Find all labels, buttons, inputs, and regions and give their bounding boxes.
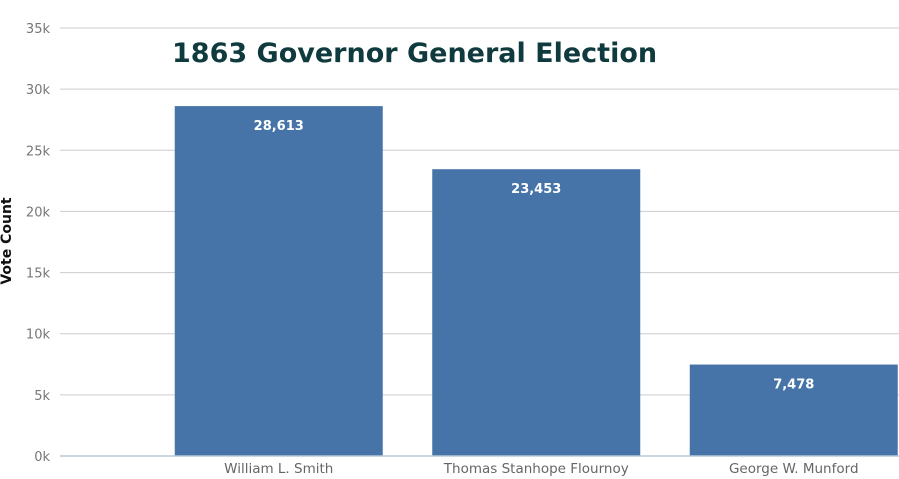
y-tick-label: 5k [34,389,50,404]
y-axis-ticks: 0k 5k 10k 15k 20k 25k 30k 35k [26,22,51,465]
y-axis-label: Vote Count [0,197,15,285]
x-tick-label: Thomas Stanhope Flournoy [443,461,629,477]
y-tick-label: 20k [26,205,51,220]
y-tick-label: 35k [26,22,51,37]
y-tick-label: 25k [26,144,51,159]
bar [432,169,641,456]
bar [174,106,383,457]
bar [689,364,898,456]
x-tick-label: George W. Munford [729,461,859,477]
data-labels: 28,613 23,453 7,478 [254,119,815,392]
bars [174,106,898,457]
bar-value-label: 23,453 [511,182,561,197]
bar-value-label: 7,478 [773,378,814,393]
bar-value-label: 28,613 [254,119,304,134]
chart-title: 1863 Governor General Election [172,38,657,69]
y-tick-label: 0k [34,450,50,465]
y-tick-label: 30k [26,83,51,98]
x-axis-ticks: William L. Smith Thomas Stanhope Flournoy… [224,461,858,477]
y-tick-label: 15k [26,267,51,282]
x-tick-label: William L. Smith [224,461,333,477]
y-tick-label: 10k [26,328,51,343]
